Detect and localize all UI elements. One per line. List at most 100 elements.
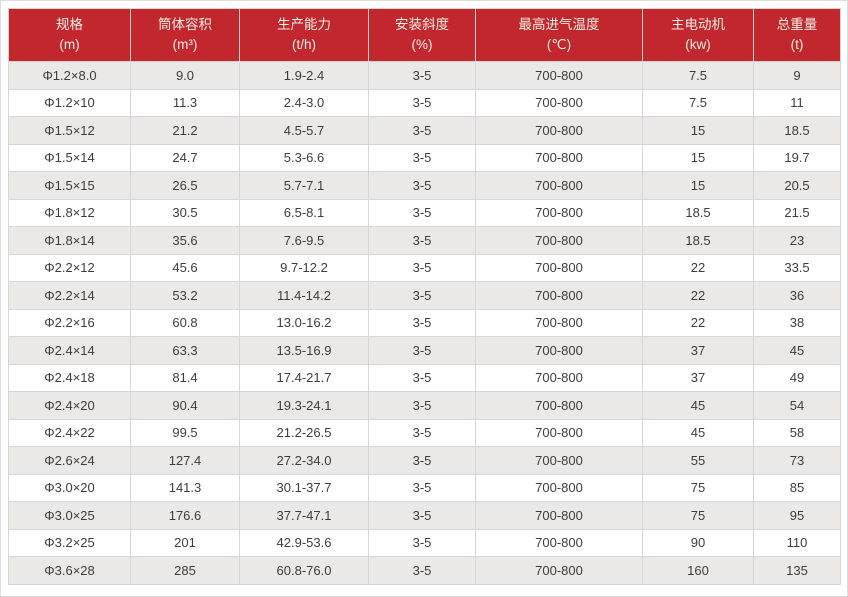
table-cell: 55	[642, 446, 754, 475]
table-cell: 13.0-16.2	[239, 308, 369, 337]
table-cell: 22	[642, 308, 754, 337]
table-cell: 700-800	[475, 363, 643, 392]
table-cell: 700-800	[475, 88, 643, 117]
table-cell: 700-800	[475, 418, 643, 447]
table-cell: Φ3.0×20	[8, 473, 131, 502]
table-cell: 3-5	[368, 363, 476, 392]
table-cell: Φ2.4×18	[8, 363, 131, 392]
column-unit: (%)	[411, 37, 433, 52]
table-cell: 19.3-24.1	[239, 391, 369, 420]
table-cell: 99.5	[130, 418, 240, 447]
table-row: Φ1.2×8.0 9.0 1.9-2.4 3-5 700-800 7.5 9	[8, 61, 841, 90]
table-cell: 90	[642, 528, 754, 557]
table-row: Φ2.4×18 81.4 17.4-21.7 3-5 700-800 37 49	[8, 363, 841, 392]
table-cell: 21.2	[130, 116, 240, 145]
table-cell: 13.5-16.9	[239, 336, 369, 365]
table-row: Φ2.2×14 53.2 11.4-14.2 3-5 700-800 22 36	[8, 281, 841, 310]
table-row: Φ2.4×20 90.4 19.3-24.1 3-5 700-800 45 54	[8, 391, 841, 420]
column-label: 最高进气温度	[518, 16, 600, 32]
table-cell: 700-800	[475, 473, 643, 502]
table-cell: 36	[753, 281, 841, 310]
table-cell: 3-5	[368, 501, 476, 530]
table-cell: 3-5	[368, 88, 476, 117]
table-cell: 3-5	[368, 391, 476, 420]
column-header-6: 主电动机 (kw)	[642, 8, 754, 62]
table-cell: 21.5	[753, 198, 841, 227]
table-cell: 21.2-26.5	[239, 418, 369, 447]
table-cell: 9.7-12.2	[239, 253, 369, 282]
table-cell: 135	[753, 556, 841, 585]
table-row: Φ1.5×14 24.7 5.3-6.6 3-5 700-800 15 19.7	[8, 143, 841, 172]
table-cell: 3-5	[368, 556, 476, 585]
table-row: Φ1.2×10 11.3 2.4-3.0 3-5 700-800 7.5 11	[8, 88, 841, 117]
table-cell: 15	[642, 143, 754, 172]
table-row: Φ3.0×20 141.3 30.1-37.7 3-5 700-800 75 85	[8, 473, 841, 502]
table-cell: 285	[130, 556, 240, 585]
table-cell: 700-800	[475, 501, 643, 530]
column-unit: (℃)	[546, 37, 572, 52]
table-cell: 700-800	[475, 336, 643, 365]
table-cell: 45	[642, 418, 754, 447]
column-label: 筒体容积	[158, 16, 212, 32]
table-cell: 11.3	[130, 88, 240, 117]
table-row: Φ2.4×14 63.3 13.5-16.9 3-5 700-800 37 45	[8, 336, 841, 365]
column-unit: (t/h)	[291, 37, 316, 52]
table-cell: 7.5	[642, 61, 754, 90]
table-cell: 110	[753, 528, 841, 557]
table-cell: 75	[642, 473, 754, 502]
table-cell: 6.5-8.1	[239, 198, 369, 227]
table-cell: Φ2.6×24	[8, 446, 131, 475]
table-cell: 141.3	[130, 473, 240, 502]
column-header-7: 总重量 (t)	[753, 8, 841, 62]
table-row: Φ1.5×15 26.5 5.7-7.1 3-5 700-800 15 20.5	[8, 171, 841, 200]
table-cell: 45	[642, 391, 754, 420]
table-cell: 18.5	[642, 226, 754, 255]
column-label: 规格	[56, 16, 83, 32]
table-cell: 3-5	[368, 336, 476, 365]
table-cell: 37	[642, 336, 754, 365]
table-cell: 37.7-47.1	[239, 501, 369, 530]
table-cell: 9	[753, 61, 841, 90]
table-cell: 58	[753, 418, 841, 447]
table-cell: 127.4	[130, 446, 240, 475]
table-cell: 700-800	[475, 391, 643, 420]
table-cell: 700-800	[475, 528, 643, 557]
table-cell: 4.5-5.7	[239, 116, 369, 145]
spec-table: 规格 (m) 筒体容积 (m³) 生产能力 (t/h) 安装斜度 (%) 最高进气温度 (℃) 主电…	[8, 8, 841, 585]
table-cell: 85	[753, 473, 841, 502]
table-cell: 3-5	[368, 528, 476, 557]
table-cell: 15	[642, 116, 754, 145]
table-cell: 700-800	[475, 143, 643, 172]
table-cell: Φ1.5×12	[8, 116, 131, 145]
table-cell: 5.3-6.6	[239, 143, 369, 172]
table-cell: Φ1.8×12	[8, 198, 131, 227]
table-row: Φ2.4×22 99.5 21.2-26.5 3-5 700-800 45 58	[8, 418, 841, 447]
table-cell: 11	[753, 88, 841, 117]
column-unit: (m³)	[172, 37, 198, 52]
table-cell: 90.4	[130, 391, 240, 420]
column-header-1: 规格 (m)	[8, 8, 131, 62]
table-cell: 30.1-37.7	[239, 473, 369, 502]
column-header-3: 生产能力 (t/h)	[239, 8, 369, 62]
table-row: Φ3.6×28 285 60.8-76.0 3-5 700-800 160 135	[8, 556, 841, 585]
table-cell: 18.5	[753, 116, 841, 145]
table-cell: 17.4-21.7	[239, 363, 369, 392]
table-cell: 11.4-14.2	[239, 281, 369, 310]
table-cell: 42.9-53.6	[239, 528, 369, 557]
table-cell: 38	[753, 308, 841, 337]
table-cell: Φ2.2×16	[8, 308, 131, 337]
table-cell: 19.7	[753, 143, 841, 172]
table-row: Φ1.8×14 35.6 7.6-9.5 3-5 700-800 18.5 23	[8, 226, 841, 255]
table-cell: 2.4-3.0	[239, 88, 369, 117]
table-cell: 700-800	[475, 556, 643, 585]
table-cell: 700-800	[475, 308, 643, 337]
table-cell: 49	[753, 363, 841, 392]
table-cell: 7.5	[642, 88, 754, 117]
table-cell: Φ1.2×8.0	[8, 61, 131, 90]
table-cell: Φ3.2×25	[8, 528, 131, 557]
table-cell: 81.4	[130, 363, 240, 392]
table-cell: 700-800	[475, 61, 643, 90]
table-cell: 3-5	[368, 281, 476, 310]
table-cell: 3-5	[368, 198, 476, 227]
